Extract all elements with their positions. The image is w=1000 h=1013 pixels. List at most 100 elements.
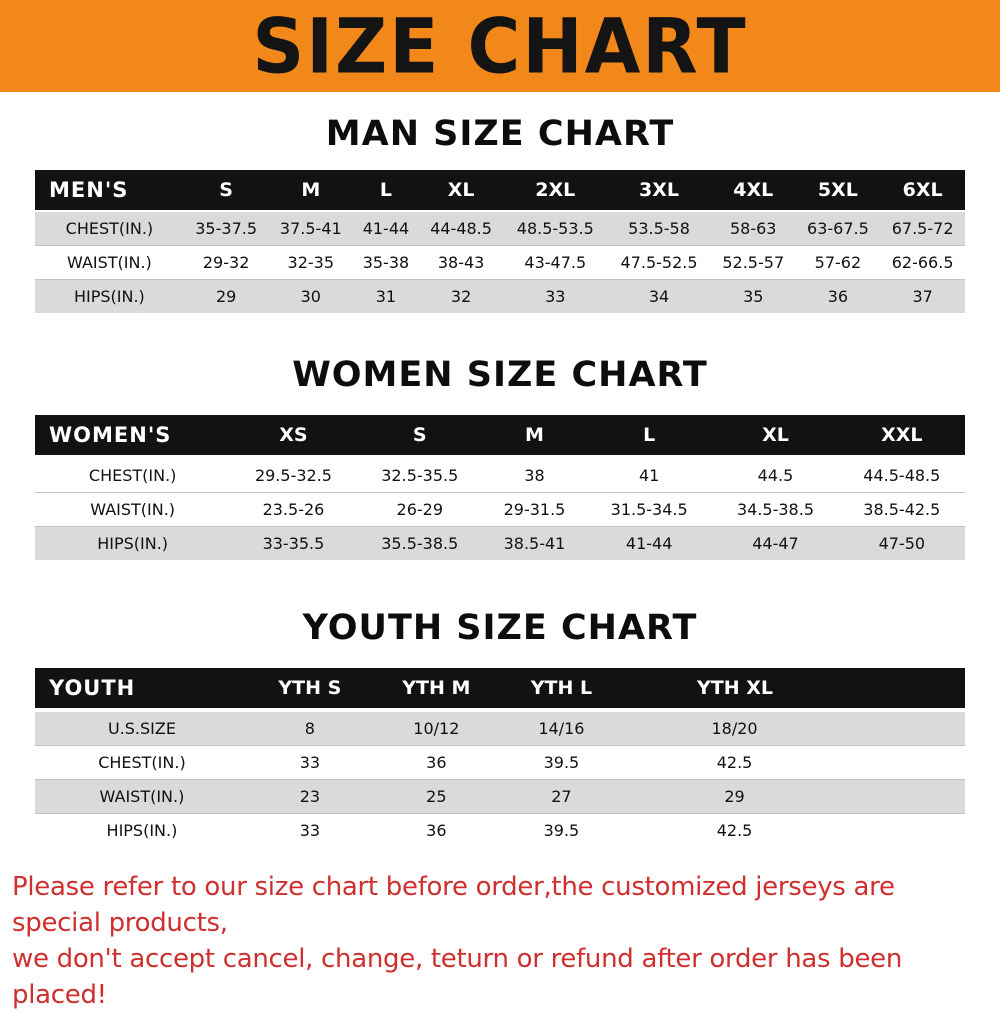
measurement-value: 35.5-38.5: [356, 526, 483, 560]
measurement-value: 26-29: [356, 492, 483, 527]
table-title-cell: YOUTH: [35, 668, 249, 712]
women-size-table: WOMEN'S XS S M L XL XXL CHEST(IN.) 29.5-32.5 32.…: [35, 415, 965, 560]
measurement-value: 41: [638, 466, 660, 485]
men-size-section: MAN SIZE CHART MEN'S S M L XL 2XL 3XL 4XL 5XL 6XL…: [0, 114, 1000, 313]
disclaimer-line-2: we don't accept cancel, change, teturn o…: [12, 944, 903, 1010]
measurement-value: 63-67.5: [807, 219, 869, 238]
measurement-label: HIPS(IN.): [35, 526, 231, 560]
measurement-value: 42.5: [621, 745, 965, 780]
measurement-value: 33-35.5: [230, 526, 357, 560]
size-column-header: XXL: [838, 415, 965, 459]
size-column-header: M: [268, 170, 354, 212]
men-table-wrapper: MEN'S S M L XL 2XL 3XL 4XL 5XL 6XL CHEST(IN.) 35-3…: [0, 170, 1000, 313]
youth-size-section: YOUTH SIZE CHART YOUTH YTH S YTH M YTH L YTH…: [0, 608, 1000, 847]
size-column-header: XS: [230, 415, 357, 459]
measurement-value: 52.5-57: [710, 245, 796, 280]
measurement-row: HIPS(IN.) 29 30 31 32 33 34 35 36 37: [35, 279, 965, 313]
size-column-header: 5XL: [795, 170, 881, 212]
measurement-value: 36: [370, 745, 502, 780]
table-title-cell: WOMEN'S: [35, 415, 231, 459]
measurement-value: 8: [304, 719, 315, 738]
measurement-row: WAIST(IN.) 29-32 32-35 35-38 38-43 43-47.5 47.…: [35, 245, 965, 280]
size-column-header: L: [586, 415, 713, 459]
measurement-value: 29.5-32.5: [254, 466, 332, 485]
measurement-value: 44-48.5: [430, 219, 492, 238]
measurement-row: WAIST(IN.) 23 25 27 29: [35, 779, 965, 814]
measurement-value: 44.5-48.5: [863, 466, 941, 485]
measurement-value: 23.5-26: [230, 492, 357, 527]
measurement-value: 57-62: [795, 245, 881, 280]
measurement-value: 23: [248, 779, 371, 814]
table-title-cell: MEN'S: [35, 170, 184, 212]
measurement-value: 37: [880, 279, 965, 313]
measurement-value: 29: [621, 779, 965, 814]
measurement-label: U.S.SIZE: [107, 719, 176, 738]
measurement-value: 48.5-53.5: [516, 219, 594, 238]
measurement-row: U.S.SIZE 8 10/12 14/16 18/20: [35, 710, 965, 746]
size-column-header: XL: [418, 170, 504, 212]
measurement-row: WAIST(IN.) 23.5-26 26-29 29-31.5 31.5-34.5 34…: [35, 492, 965, 527]
measurement-value: 62-66.5: [880, 245, 965, 280]
size-column-header: 2XL: [503, 170, 608, 212]
measurement-label: CHEST(IN.): [65, 219, 154, 238]
measurement-label: HIPS(IN.): [35, 813, 249, 847]
size-column-header: L: [353, 170, 419, 212]
measurement-label: WAIST(IN.): [35, 245, 184, 280]
measurement-value: 31.5-34.5: [586, 492, 713, 527]
measurement-value: 38-43: [418, 245, 504, 280]
measurement-value: 29: [183, 279, 269, 313]
size-chart-banner: SIZE CHART: [0, 0, 1000, 92]
measurement-value: 44.5: [757, 466, 794, 485]
youth-section-heading: YOUTH SIZE CHART: [302, 608, 698, 648]
measurement-value: 67.5-72: [891, 219, 954, 238]
size-column-header: YTH S: [248, 668, 371, 712]
measurement-row: CHEST(IN.) 35-37.5 37.5-41 41-44 44-48.5 48.5…: [35, 211, 965, 246]
measurement-label: HIPS(IN.): [35, 279, 184, 313]
women-table-wrapper: WOMEN'S XS S M L XL XXL CHEST(IN.) 29.5-32.5 32.…: [0, 415, 1000, 560]
measurement-value: 25: [370, 779, 502, 814]
measurement-label: WAIST(IN.): [35, 779, 249, 814]
men-size-table: MEN'S S M L XL 2XL 3XL 4XL 5XL 6XL CHEST(IN.) 35-3…: [35, 170, 965, 313]
measurement-value: 30: [268, 279, 354, 313]
measurement-value: 38.5-41: [482, 526, 587, 560]
size-column-header: M: [482, 415, 587, 459]
measurement-row: HIPS(IN.) 33-35.5 35.5-38.5 38.5-41 41-44 44-…: [35, 526, 965, 560]
measurement-value: 33: [248, 813, 371, 847]
size-column-header: XL: [712, 415, 839, 459]
youth-table-wrapper: YOUTH YTH S YTH M YTH L YTH XL U.S.SIZE 8 10/1…: [0, 668, 1000, 847]
measurement-value: 38.5-42.5: [838, 492, 965, 527]
measurement-row: CHEST(IN.) 33 36 39.5 42.5: [35, 745, 965, 780]
size-column-header: 6XL: [880, 170, 965, 212]
size-column-header: 4XL: [710, 170, 796, 212]
size-column-header: S: [183, 170, 269, 212]
measurement-value: 43-47.5: [503, 245, 608, 280]
size-column-header: S: [356, 415, 483, 459]
women-section-heading: WOMEN SIZE CHART: [292, 355, 708, 395]
measurement-value: 27: [501, 779, 622, 814]
measurement-row: CHEST(IN.) 29.5-32.5 32.5-35.5 38 41 44.5 44.5…: [35, 457, 965, 493]
measurement-value: 32.5-35.5: [381, 466, 459, 485]
page-title: SIZE CHART: [252, 1, 748, 91]
measurement-value: 33: [503, 279, 608, 313]
measurement-value: 32: [418, 279, 504, 313]
measurement-value: 35-38: [353, 245, 419, 280]
measurement-value: 35: [710, 279, 796, 313]
header-row: MEN'S S M L XL 2XL 3XL 4XL 5XL 6XL: [35, 170, 965, 212]
size-column-header: YTH M: [370, 668, 502, 712]
measurement-label: CHEST(IN.): [88, 466, 177, 485]
measurement-value: 10/12: [413, 719, 460, 738]
measurement-value: 39.5: [501, 745, 622, 780]
measurement-value: 39.5: [501, 813, 622, 847]
measurement-value: 42.5: [621, 813, 965, 847]
header-row: WOMEN'S XS S M L XL XXL: [35, 415, 965, 459]
measurement-value: 35-37.5: [195, 219, 258, 238]
measurement-value: 18/20: [711, 719, 758, 738]
measurement-value: 53.5-58: [628, 219, 690, 238]
measurement-row: HIPS(IN.) 33 36 39.5 42.5: [35, 813, 965, 847]
measurement-value: 14/16: [538, 719, 585, 738]
measurement-value: 44-47: [712, 526, 839, 560]
measurement-value: 37.5-41: [279, 219, 342, 238]
measurement-value: 36: [795, 279, 881, 313]
measurement-value: 29-32: [183, 245, 269, 280]
women-size-section: WOMEN SIZE CHART WOMEN'S XS S M L XL XXL CHEST…: [0, 355, 1000, 560]
